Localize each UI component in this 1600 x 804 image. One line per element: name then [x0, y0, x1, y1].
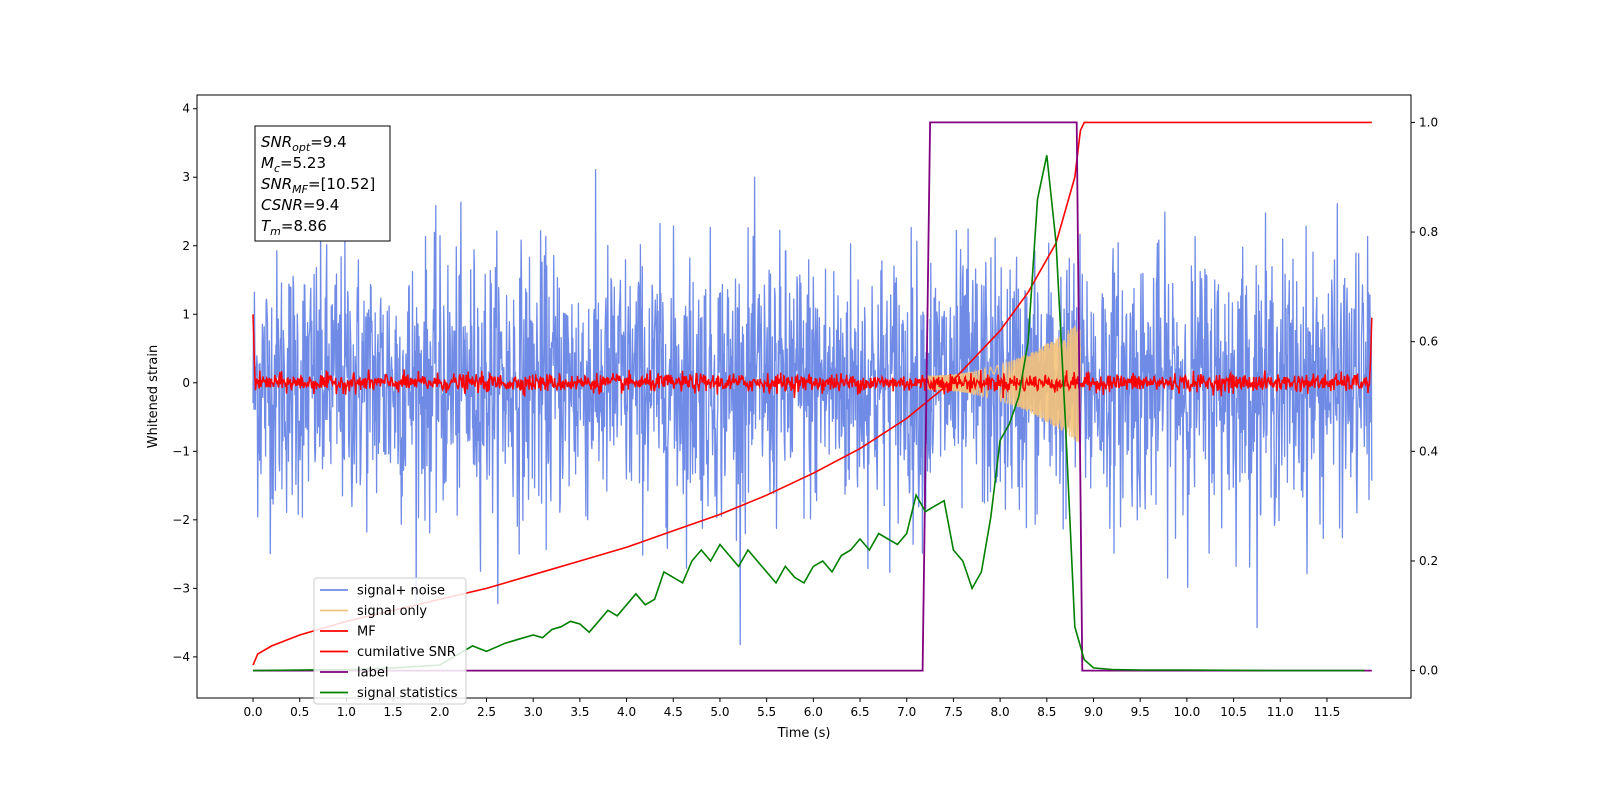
y2-tick-label: 0.6 [1419, 335, 1438, 349]
x-tick-label: 9.5 [1131, 705, 1150, 719]
x-tick-label: 4.0 [617, 705, 636, 719]
y-axis-right: 1.0 0.8 0.6 0.4 0.2 0.0 [1411, 115, 1438, 678]
legend-entry: cumilative SNR [357, 645, 456, 660]
legend-entry: signal+ noise [357, 584, 445, 599]
y-tick-label: −1 [172, 444, 190, 458]
x-tick-label: 0.5 [290, 705, 309, 719]
x-axis-label: Time (s) [777, 726, 831, 741]
annotation-line: SNRopt=9.4 [261, 133, 347, 154]
x-tick-label: 9.0 [1084, 705, 1103, 719]
y2-tick-label: 0.4 [1419, 444, 1438, 458]
x-tick-label: 8.5 [1037, 705, 1056, 719]
annotation-line: CSNR=9.4 [261, 196, 339, 214]
y-tick-label: −2 [172, 513, 190, 527]
y-tick-label: 3 [182, 170, 190, 184]
x-tick-label: 7.5 [944, 705, 963, 719]
annotation-frame [254, 125, 391, 242]
x-tick-label: 2.5 [477, 705, 496, 719]
x-tick-label: 8.0 [991, 705, 1010, 719]
series-signal-noise [252, 168, 1373, 646]
y2-tick-label: 1.0 [1419, 115, 1438, 129]
x-tick-label: 1.5 [384, 705, 403, 719]
x-tick-label: 5.5 [757, 705, 776, 719]
x-tick-label: 10.5 [1220, 705, 1247, 719]
series-signal-statistics [252, 155, 1365, 672]
x-tick-label: 7.0 [897, 705, 916, 719]
legend: signal+ noise signal only MF cumilative SNR… [313, 577, 467, 705]
x-tick-label: 11.0 [1267, 705, 1294, 719]
y2-tick-label: 0.8 [1419, 225, 1438, 239]
y-axis-left: 4 3 2 1 0 −1 −2 −3 −4 [172, 102, 197, 664]
annotation-line: Mc=5.23 [261, 154, 326, 175]
y-tick-label: 0 [182, 376, 190, 390]
legend-entry: signal statistics [357, 686, 458, 701]
y-tick-label: 2 [182, 239, 190, 253]
x-tick-label: 3.0 [524, 705, 543, 719]
x-tick-label: 6.5 [850, 705, 869, 719]
x-tick-label: 10.0 [1174, 705, 1201, 719]
x-tick-label: 4.5 [664, 705, 683, 719]
series-signal-only [924, 325, 1081, 444]
y-tick-label: −4 [172, 650, 190, 664]
y2-tick-label: 0.2 [1419, 554, 1438, 568]
x-tick-label: 5.0 [710, 705, 729, 719]
x-tick-label: 1.0 [337, 705, 356, 719]
annotation-line: SNRMF=[10.52] [261, 175, 375, 196]
y2-tick-label: 0.0 [1419, 664, 1438, 678]
y-axis-label: Whitened strain [146, 345, 161, 448]
legend-entry: signal only [357, 604, 427, 619]
x-tick-label: 0.0 [243, 705, 262, 719]
x-axis: 0.0 0.5 1.0 1.5 2.0 2.5 3.0 3.5 4.0 4.5 5.0 5.5 6.0 6… [243, 698, 1340, 719]
y-tick-label: 4 [182, 102, 190, 116]
y-tick-label: −3 [172, 581, 190, 595]
x-tick-label: 3.5 [570, 705, 589, 719]
x-tick-label: 2.0 [430, 705, 449, 719]
x-tick-label: 11.5 [1314, 705, 1341, 719]
legend-frame [313, 577, 467, 705]
annotation-line: Tm=8.86 [261, 217, 327, 238]
x-tick-label: 6.0 [804, 705, 823, 719]
legend-entry: MF [357, 625, 376, 640]
series-mf [252, 314, 1373, 399]
legend-entry: label [357, 666, 388, 681]
plot-frame [196, 94, 1412, 699]
y-tick-label: 1 [182, 307, 190, 321]
